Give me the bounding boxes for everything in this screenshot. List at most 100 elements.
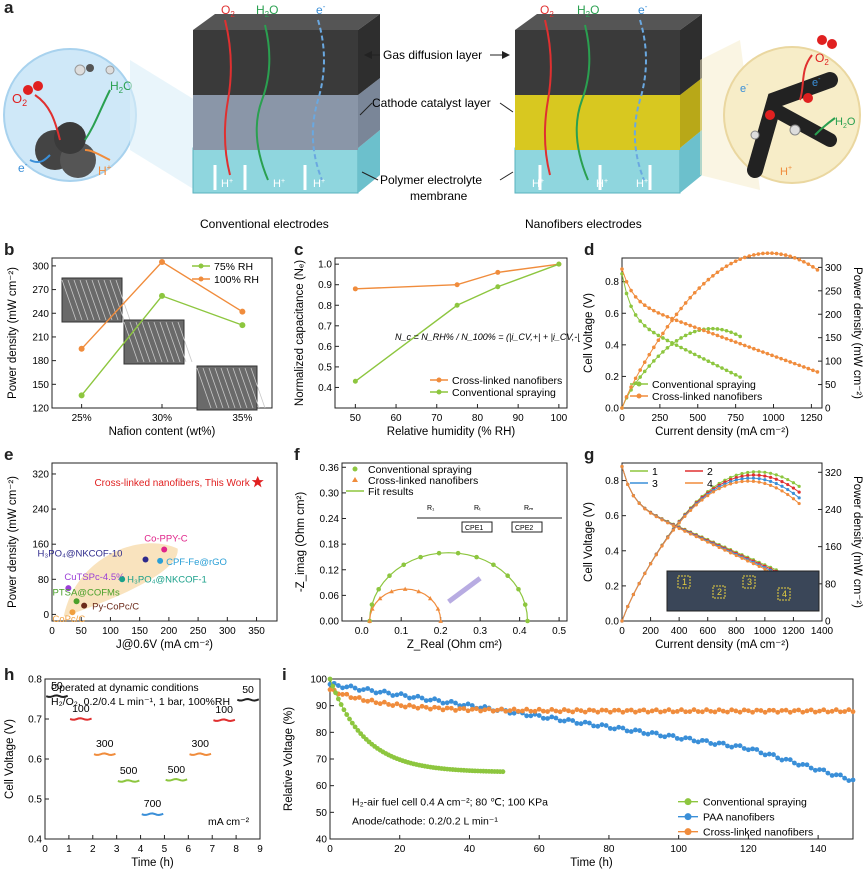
stack-right-h2: H+ [596,178,608,190]
x-tick-label: 0 [619,626,625,637]
step-segment [69,717,92,721]
y-axis-label: Normalized capacitance (Nₑ) [294,260,306,406]
y-tick-label: 80 [316,728,328,739]
data-point [815,268,820,272]
data-point [780,489,784,493]
right-nanofiber [747,72,838,178]
data-point [638,368,642,372]
x-tick-label: 400 [671,626,688,637]
data-point [774,477,778,481]
sem-fiber [97,279,113,321]
y-tick-label: 0.12 [320,565,340,576]
y-tick-label: 180 [32,356,49,367]
data-point [786,482,790,487]
data-point [768,483,773,487]
y-tick-label: 50 [316,808,328,819]
x-tick-label: 60 [534,844,546,855]
x-tick-label: 0.2 [434,626,448,637]
data-point [711,361,715,366]
x-tick-label: 0.0 [355,626,369,637]
data-point [724,328,729,333]
data-point [740,477,744,481]
x-tick-label: 60 [390,413,402,424]
y2-tick-label: 80 [825,579,837,590]
data-point [728,482,733,486]
data-point [740,472,744,476]
stack-left-e: e- [316,2,326,17]
data-point [788,254,792,259]
step-current-label: 700 [144,798,162,810]
data-point [647,327,652,332]
x-tick-label: 5 [162,844,168,855]
x-tick-label: 0 [49,626,55,637]
data-point [702,357,706,361]
legend-label: Cross-linked nanofibers [368,475,478,487]
data-point [792,361,797,366]
legend-marker [436,377,442,383]
annotation-line-1: H₂-air fuel cell 0.4 A cm⁻²; 80 ℃; 100 K… [352,797,548,809]
sem-fiber [67,279,83,321]
point-label: CuTSPc-4.5% [64,572,125,583]
left-catalyst-layer [193,95,358,150]
legend-label: Fit results [368,486,414,498]
data-point [624,279,629,284]
x-tick-label: 120 [740,844,757,855]
data-point [697,354,702,359]
step-segment [189,752,212,757]
stack-right-h3: H+ [636,178,648,190]
data-point [660,544,664,548]
data-point [791,491,796,496]
y-tick-label: 0.4 [318,383,332,394]
legend-marker [198,276,204,282]
data-point [715,327,720,331]
x-tick-label: 100 [102,626,119,637]
x-tick-label: 4 [138,844,144,855]
data-point [670,318,674,323]
photo-region-box [777,587,791,601]
y-tick-label: 0.9 [318,280,332,291]
y-tick-label: 0.8 [28,675,42,686]
sem-fiber [73,279,89,321]
step-current-label: 100 [215,704,233,716]
annotation-line-1: Operated at dynamic conditions [51,682,199,694]
data-point [711,490,716,494]
data-point [774,486,778,490]
stack-left-o2: O2 [221,3,235,19]
y-tick-label: 0.2 [605,372,619,383]
data-point [65,585,72,592]
y2-tick-label: 320 [825,468,842,479]
series-line-0 [355,263,559,290]
data-point [692,290,697,295]
x-tick-label: 140 [810,844,827,855]
legend-marker [352,466,358,472]
data-point [770,353,774,358]
data-point [157,557,164,564]
data-point [631,592,636,597]
panel-c-letter: c [294,240,304,259]
y-tick-label: 0.2 [605,581,619,592]
stack-right-h2o: H2O [577,3,599,19]
sem-fiber [147,321,163,363]
y2-tick-label: 300 [825,263,842,274]
frequency-arrow [447,576,482,604]
data-point [768,471,773,475]
y2-axis-label: Power density (mW cm⁻²) [851,476,863,608]
data-point [638,319,642,323]
data-point [683,301,688,305]
x-tick-label: 3 [114,844,120,855]
plot-frame [51,462,278,622]
data-point [729,261,733,266]
data-point [692,325,697,329]
data-point [692,352,697,357]
data-point [435,606,441,611]
x-tick-label: 0.5 [552,626,566,637]
x-tick-label: 90 [513,413,525,424]
x-tick-label: 1 [66,844,72,855]
data-point [656,311,661,315]
data-point [688,532,693,536]
legend-label: PAA nanofibers [703,812,775,824]
x-tick-label: 300 [219,626,236,637]
data-point [119,576,126,583]
legend-marker [352,477,358,482]
panel-g-letter: g [584,445,595,464]
